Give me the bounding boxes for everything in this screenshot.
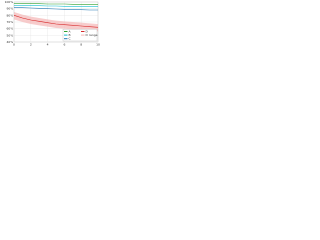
- y-tick-label: 100%: [5, 0, 14, 4]
- x-tick-label: 0: [13, 43, 15, 47]
- x-tick-label: 2: [30, 43, 32, 47]
- y-tick-label: 50%: [7, 33, 14, 37]
- legend-label: D range: [86, 33, 98, 37]
- legend-label: B: [69, 33, 71, 37]
- legend-label: D: [86, 30, 89, 34]
- legend-label: C: [69, 37, 71, 41]
- x-tick-label: 4: [47, 43, 49, 47]
- line: [13, 15, 99, 28]
- line: [14, 5, 98, 7]
- legend-label: A: [69, 30, 72, 34]
- y-tick-label: 90%: [7, 7, 14, 11]
- x-tick-label: 10: [96, 43, 100, 47]
- line: [14, 3, 98, 5]
- x-tick-label: 8: [80, 43, 82, 47]
- x-tick-label: 6: [63, 43, 65, 47]
- y-tick-label: 60%: [7, 27, 14, 31]
- y-tick-label: 70%: [7, 20, 14, 24]
- band: [14, 12, 98, 32]
- chart: 40% 50% 60% 70% 80% 90% 100% 0 2 4 6 8 10 ABC DD range: [5, 0, 100, 47]
- y-tick-label: 40%: [7, 40, 14, 44]
- y-tick-label: 80%: [7, 13, 14, 17]
- line: [13, 7, 98, 11]
- legend: [62, 29, 98, 42]
